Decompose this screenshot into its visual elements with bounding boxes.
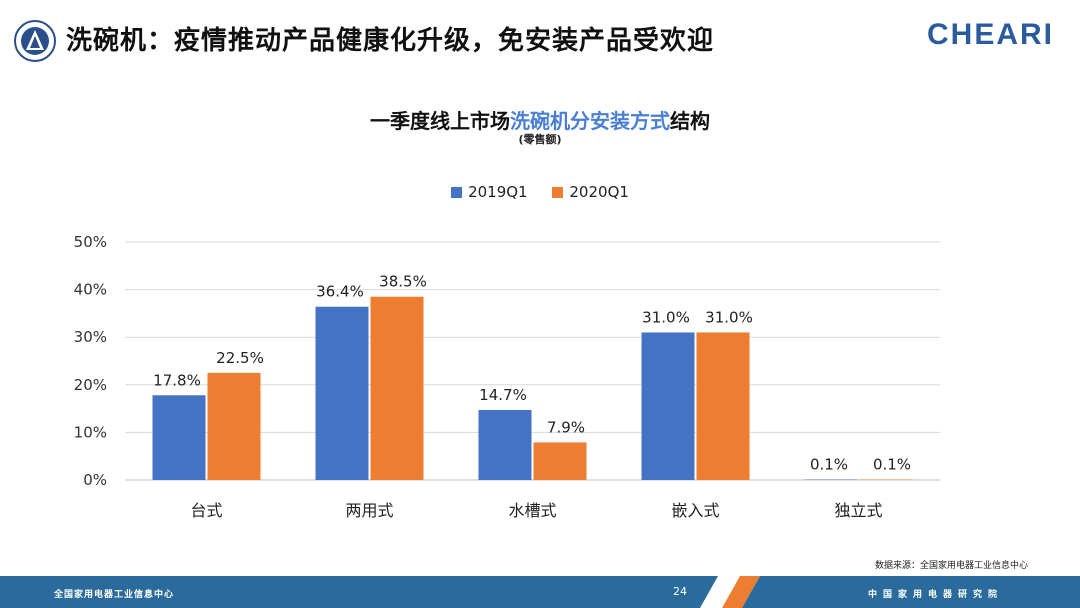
data-label: 14.7% (479, 386, 527, 404)
footer-left-text: 全国家用电器工业信息中心 (54, 590, 175, 600)
chart-area: 一季度线上市场洗碗机分安装方式结构 (零售额) 2019Q1 2020Q1 0%… (0, 95, 1080, 545)
legend-label-2019q1: 2019Q1 (468, 183, 528, 201)
x-tick-label: 水槽式 (508, 501, 556, 520)
y-tick-label: 0% (83, 471, 107, 489)
legend-swatch-2020q1 (552, 186, 564, 198)
y-tick-label: 30% (74, 328, 107, 346)
page-title: 洗碗机：疫情推动产品健康化升级，免安装产品受欢迎 (66, 26, 715, 56)
legend-item-2020q1: 2020Q1 (552, 183, 629, 201)
bar (315, 306, 369, 480)
legend-label-2020q1: 2020Q1 (569, 183, 629, 201)
institute-seal-icon (14, 20, 56, 62)
data-label: 7.9% (547, 418, 585, 436)
cheari-logo: CHEARI (926, 18, 1054, 51)
bar (696, 332, 750, 480)
bar-chart: 0% 10% 20% 30% 40% 50% 17.8% 22.5% 台式 36.4% 38.5% 两… (74, 233, 940, 520)
chart-title-suffix: 结构 (670, 109, 710, 133)
bar (478, 410, 532, 480)
data-source: 数据来源：全国家用电器工业信息中心 (874, 561, 1028, 571)
legend-item-2019q1: 2019Q1 (451, 183, 528, 201)
chart-title-highlight: 洗碗机分安装方式 (510, 109, 670, 133)
chart-subtitle: (零售额) (518, 133, 562, 146)
y-tick-label: 50% (74, 233, 107, 251)
data-label: 17.8% (153, 371, 201, 389)
chart-legend: 2019Q1 2020Q1 (0, 183, 1080, 202)
footer: 全国家用电器工业信息中心 24 中国家用电器研究院 (0, 576, 1080, 608)
x-tick-label: 两用式 (345, 501, 393, 520)
data-label: 0.1% (810, 456, 848, 474)
page-number: 24 (673, 585, 687, 598)
footer-band (0, 576, 1080, 608)
bar (207, 372, 261, 480)
bar (370, 296, 424, 480)
footer-right-text: 中国家用电器研究院 (868, 590, 1004, 600)
legend-swatch-2019q1 (451, 186, 463, 198)
data-label: 38.5% (379, 273, 427, 291)
data-label: 36.4% (316, 283, 364, 301)
y-tick-label: 40% (74, 281, 107, 299)
x-tick-label: 独立式 (834, 501, 882, 520)
chart-title: 一季度线上市场洗碗机分安装方式结构 (0, 105, 1080, 134)
y-tick-label: 20% (74, 376, 107, 394)
bar (533, 442, 587, 480)
x-tick-label: 台式 (190, 501, 222, 520)
data-label: 31.0% (705, 308, 753, 326)
y-tick-label: 10% (74, 423, 107, 441)
header: 洗碗机：疫情推动产品健康化升级，免安装产品受欢迎 CHEARI (0, 0, 1080, 80)
x-tick-label: 嵌入式 (671, 501, 719, 520)
data-label: 22.5% (216, 349, 264, 367)
chart-title-prefix: 一季度线上市场 (370, 109, 510, 133)
data-label: 31.0% (642, 308, 690, 326)
data-label: 0.1% (873, 456, 911, 474)
bar (641, 332, 695, 480)
bar (152, 395, 206, 480)
